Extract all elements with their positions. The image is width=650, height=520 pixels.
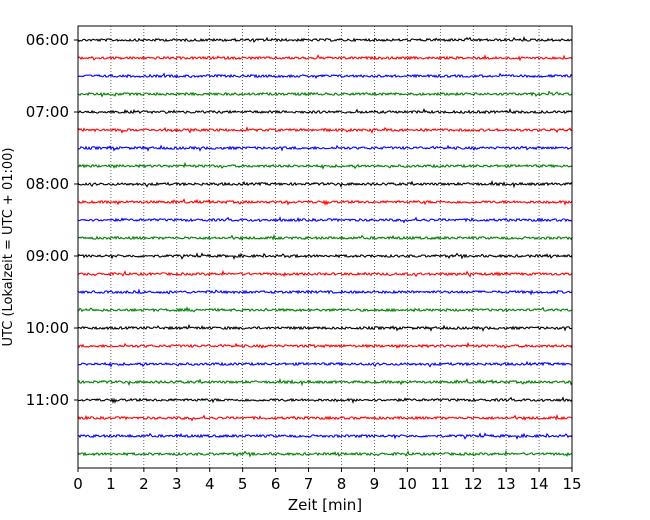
x-axis-label: Zeit [min] bbox=[288, 496, 362, 514]
trace-line bbox=[77, 198, 573, 206]
x-tick-label: 7 bbox=[304, 475, 314, 493]
trace-line bbox=[77, 360, 573, 368]
x-tick-label: 15 bbox=[562, 475, 581, 493]
trace-line bbox=[77, 72, 573, 80]
plot-frame bbox=[77, 25, 573, 469]
y-tick-label: 07:00 bbox=[26, 103, 69, 121]
trace-line bbox=[77, 179, 573, 189]
trace-line bbox=[77, 413, 573, 422]
trace-line bbox=[77, 107, 573, 115]
trace-line bbox=[77, 449, 573, 458]
trace-line bbox=[77, 126, 573, 134]
trace-line bbox=[77, 144, 573, 152]
x-tick-label: 0 bbox=[73, 475, 83, 493]
x-tick-label: 13 bbox=[497, 475, 516, 493]
x-tick-label: 14 bbox=[530, 475, 549, 493]
trace-line bbox=[77, 54, 573, 62]
trace-line bbox=[77, 161, 573, 170]
y-tick-label: 10:00 bbox=[26, 319, 69, 337]
x-tick-label: 10 bbox=[398, 475, 417, 493]
x-tick-label: 6 bbox=[271, 475, 281, 493]
x-tick-label: 5 bbox=[238, 475, 248, 493]
trace-line bbox=[77, 432, 573, 441]
trace-line bbox=[77, 288, 573, 296]
y-tick-label: 08:00 bbox=[26, 175, 69, 193]
x-tick-label: 3 bbox=[172, 475, 182, 493]
trace-line bbox=[77, 323, 573, 332]
x-tick-label: 12 bbox=[464, 475, 483, 493]
trace-line bbox=[77, 252, 573, 261]
x-tick-label: 2 bbox=[139, 475, 149, 493]
trace-line bbox=[77, 396, 573, 404]
trace-line bbox=[77, 233, 573, 241]
trace-line bbox=[77, 90, 573, 98]
trace-line bbox=[77, 216, 573, 224]
trace-line bbox=[77, 306, 573, 313]
trace-line bbox=[77, 269, 573, 278]
y-tick-label: 11:00 bbox=[26, 391, 69, 409]
x-axis: 0 1 2 3 4 5 6 7 8 9 10 11 12 13 14 15 bbox=[73, 468, 582, 493]
x-tick-label: 4 bbox=[205, 475, 215, 493]
x-tick-label: 9 bbox=[370, 475, 380, 493]
y-tick-label: 09:00 bbox=[26, 247, 69, 265]
y-axis: 06:00 07:00 08:00 09:00 10:00 11:00 bbox=[26, 31, 78, 409]
y-axis-label: UTC (Lokalzeit = UTC + 01:00) bbox=[1, 148, 16, 347]
y-tick-label: 06:00 bbox=[26, 31, 69, 49]
trace-line bbox=[77, 377, 573, 387]
x-tick-label: 1 bbox=[106, 475, 116, 493]
trace-group bbox=[77, 35, 573, 458]
trace-line bbox=[77, 35, 573, 43]
x-tick-label: 8 bbox=[337, 475, 347, 493]
trace-line bbox=[77, 341, 573, 349]
x-tick-label: 11 bbox=[431, 475, 450, 493]
